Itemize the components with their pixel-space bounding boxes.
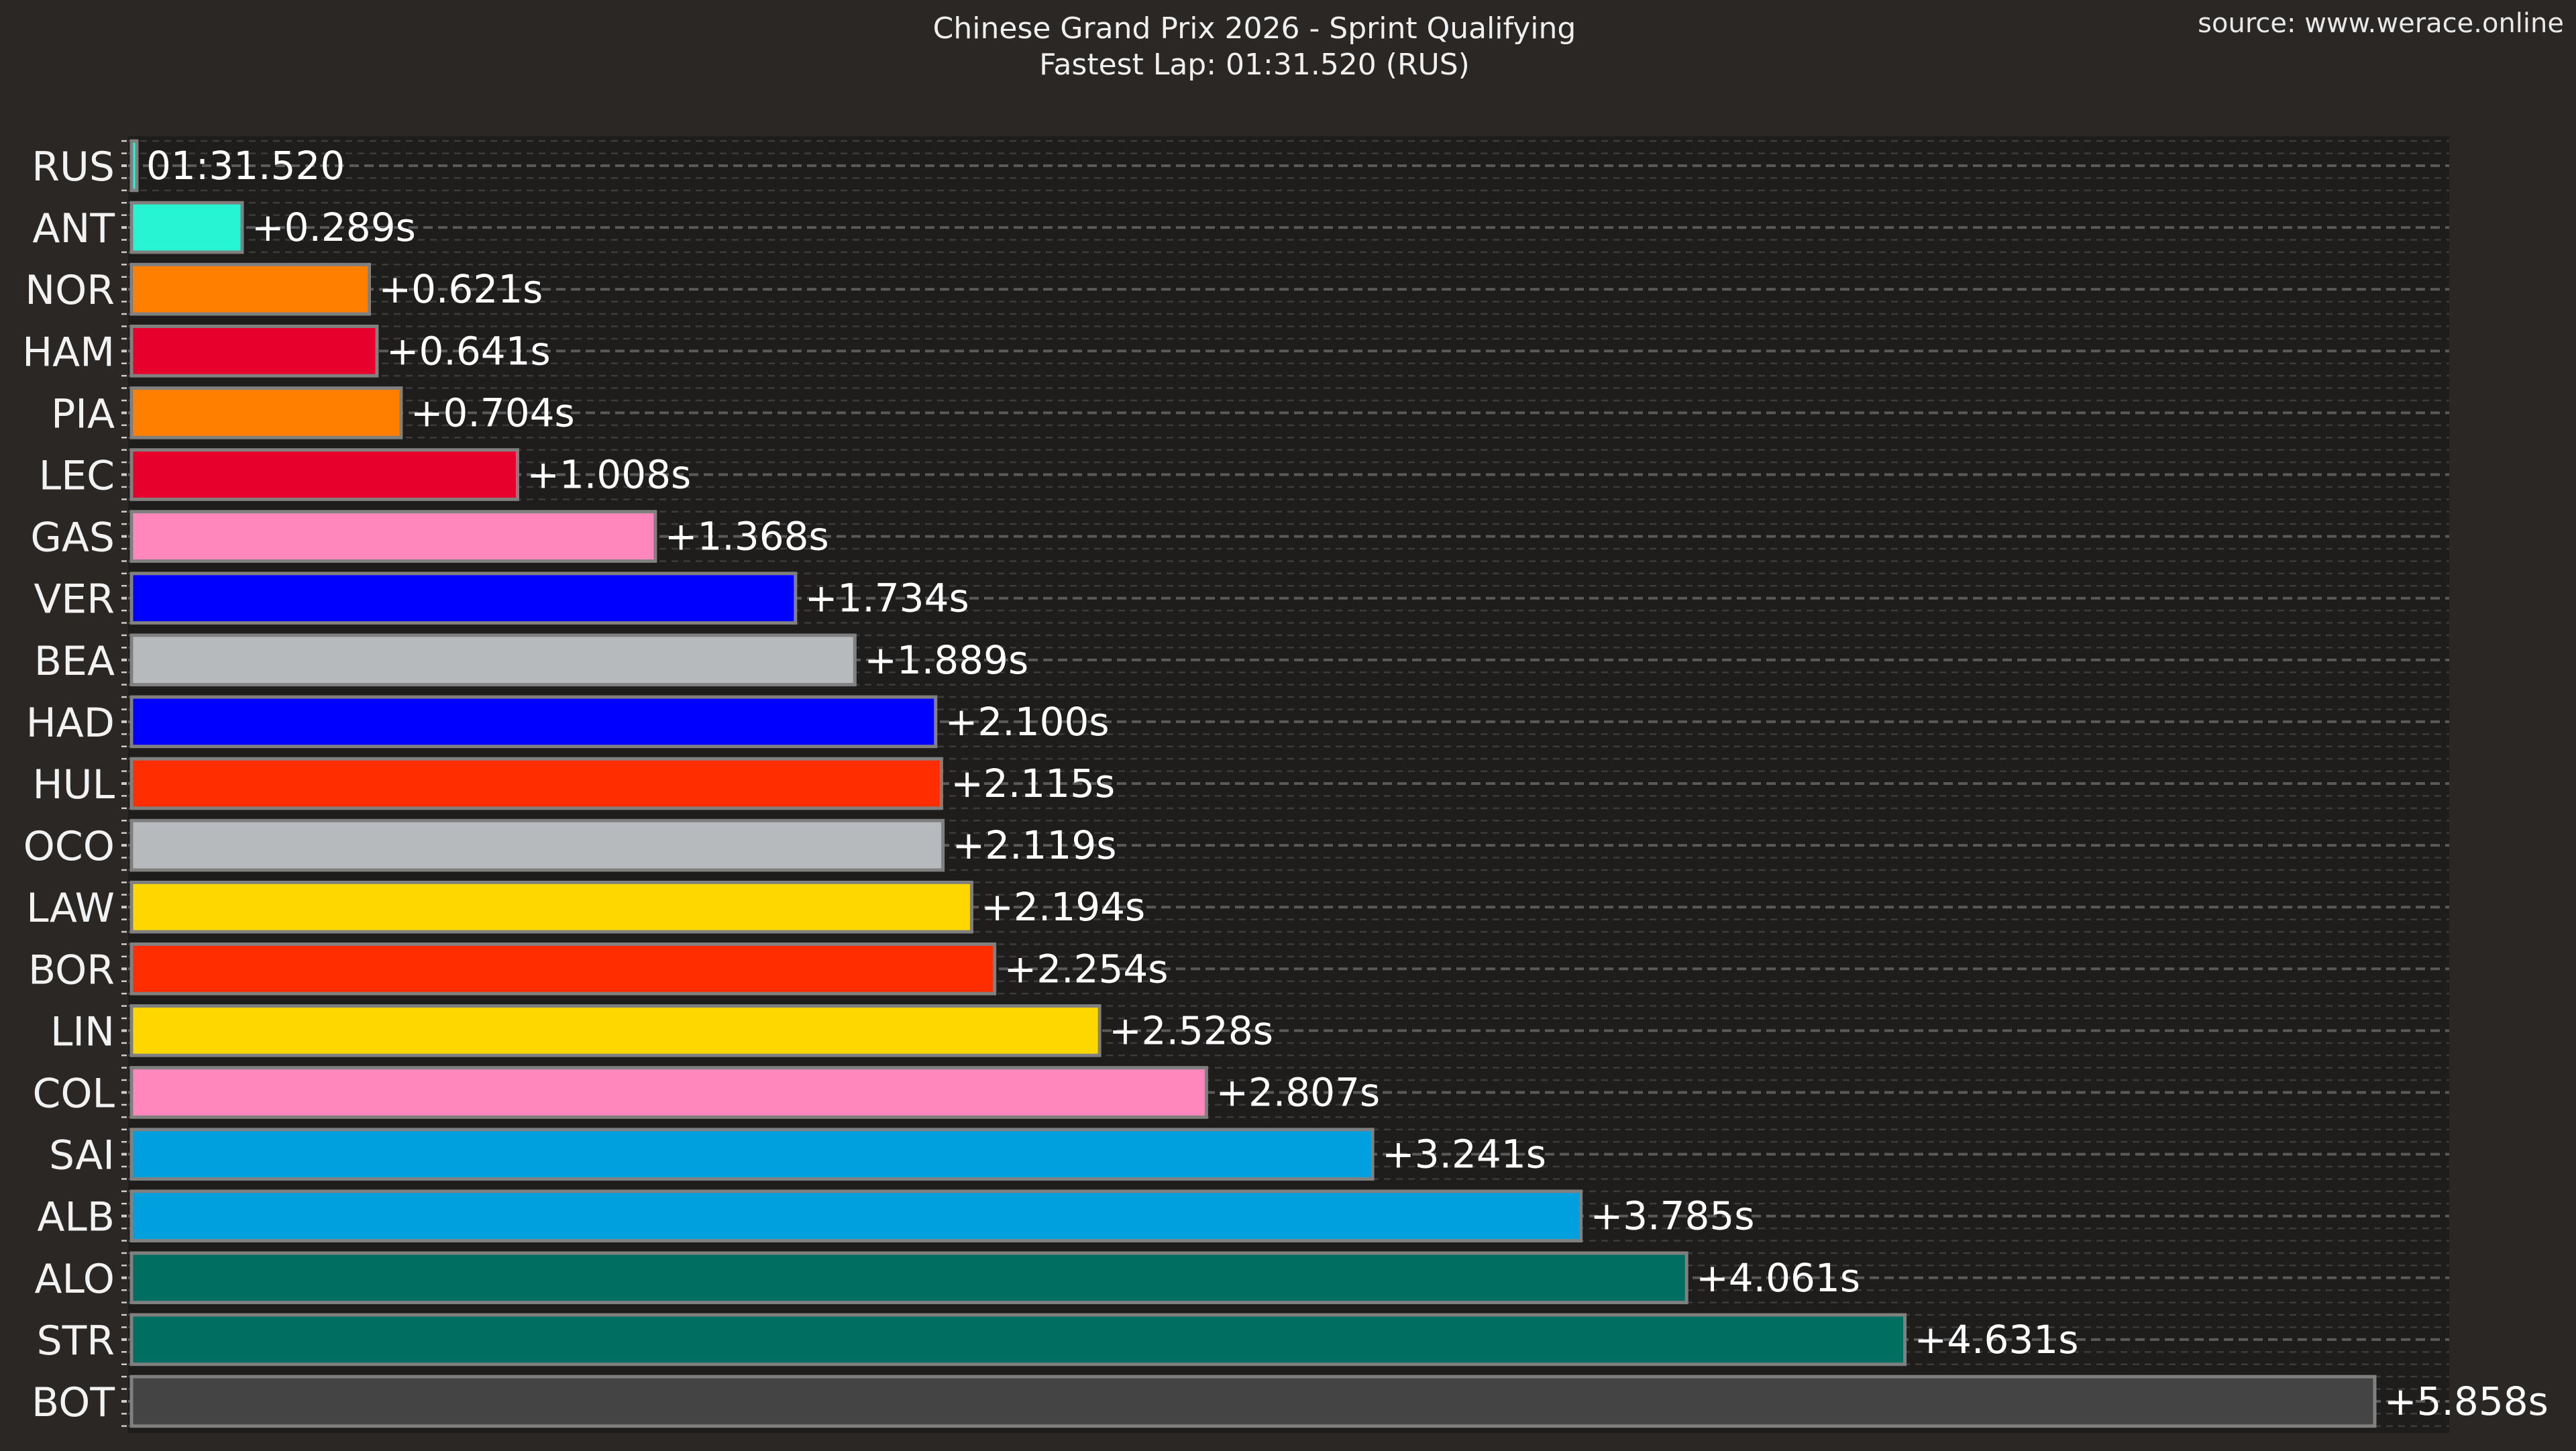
bar-lec bbox=[129, 448, 519, 501]
data-label: +2.115s bbox=[951, 761, 1115, 806]
y-tick-label: PIA bbox=[51, 390, 115, 437]
y-tick-label: HUL bbox=[33, 761, 115, 808]
bar-sai bbox=[129, 1128, 1375, 1181]
y-tick-label: VER bbox=[34, 576, 115, 623]
y-tick-label: STR bbox=[37, 1318, 115, 1364]
data-label: +5.858s bbox=[2384, 1379, 2548, 1424]
source-credit: source: www.werace.online bbox=[2198, 8, 2564, 39]
bar-bor bbox=[129, 942, 997, 996]
y-tick-label: OCO bbox=[23, 823, 115, 870]
y-tick-label: SAI bbox=[49, 1132, 115, 1179]
bar-lin bbox=[129, 1004, 1102, 1057]
bar-pia bbox=[129, 386, 403, 439]
chart-title-main: Chinese Grand Prix 2026 - Sprint Qualify… bbox=[932, 11, 1576, 46]
y-tick-label: LAW bbox=[26, 885, 115, 932]
bar-bot bbox=[129, 1375, 2377, 1428]
bar-had bbox=[129, 695, 938, 749]
chart-subtitle: Fastest Lap: 01:31.520 (RUS) bbox=[1039, 48, 1470, 82]
data-label: +1.008s bbox=[527, 452, 691, 498]
bar-law bbox=[129, 880, 973, 934]
data-label: +3.241s bbox=[1382, 1132, 1546, 1177]
data-label: +1.734s bbox=[805, 576, 969, 621]
data-label: +3.785s bbox=[1591, 1193, 1755, 1239]
bar-rus bbox=[129, 139, 139, 193]
y-tick-label: LIN bbox=[50, 1008, 115, 1055]
bar-ant bbox=[129, 201, 244, 254]
y-tick-label: RUS bbox=[32, 144, 115, 191]
data-label: +0.704s bbox=[411, 390, 575, 435]
data-label: +1.368s bbox=[665, 514, 829, 559]
bar-alb bbox=[129, 1189, 1583, 1243]
data-label: +2.254s bbox=[1004, 946, 1169, 991]
bar-ver bbox=[129, 572, 798, 625]
data-label: +2.807s bbox=[1216, 1070, 1380, 1116]
chart-title: Chinese Grand Prix 2026 - Sprint Qualify… bbox=[0, 11, 2509, 83]
bar-alo bbox=[129, 1251, 1688, 1305]
y-tick-label: BEA bbox=[34, 638, 115, 685]
data-label: +2.194s bbox=[981, 884, 1145, 930]
y-tick-label: GAS bbox=[30, 515, 115, 561]
y-tick-label: NOR bbox=[25, 267, 115, 314]
data-label: 01:31.520 bbox=[146, 143, 345, 189]
data-label: +2.528s bbox=[1109, 1008, 1273, 1053]
data-label: +0.289s bbox=[252, 205, 416, 250]
bar-ham bbox=[129, 324, 379, 378]
bar-str bbox=[129, 1313, 1907, 1366]
y-tick-label: ALO bbox=[34, 1256, 115, 1303]
data-label: +4.061s bbox=[1696, 1255, 1860, 1301]
y-tick-label: LEC bbox=[39, 453, 115, 500]
data-label: +2.100s bbox=[945, 699, 1110, 745]
y-tick-label: COL bbox=[32, 1071, 115, 1118]
bar-nor bbox=[129, 262, 371, 316]
y-tick-label: HAD bbox=[26, 700, 115, 747]
data-label: +0.621s bbox=[378, 266, 543, 312]
y-tick-label: BOT bbox=[32, 1379, 115, 1426]
data-label: +0.641s bbox=[386, 328, 551, 374]
bar-gas bbox=[129, 510, 657, 563]
bar-hul bbox=[129, 757, 943, 810]
bar-oco bbox=[129, 818, 945, 872]
y-tick-label: HAM bbox=[22, 329, 115, 376]
bar-col bbox=[129, 1066, 1208, 1119]
data-label: +2.119s bbox=[953, 822, 1117, 868]
data-label: +4.631s bbox=[1915, 1317, 2079, 1362]
bar-bea bbox=[129, 633, 857, 687]
y-tick-label: BOR bbox=[28, 947, 115, 993]
y-tick-label: ANT bbox=[32, 205, 115, 252]
y-tick-label: ALB bbox=[37, 1194, 115, 1241]
data-label: +1.889s bbox=[864, 637, 1028, 683]
